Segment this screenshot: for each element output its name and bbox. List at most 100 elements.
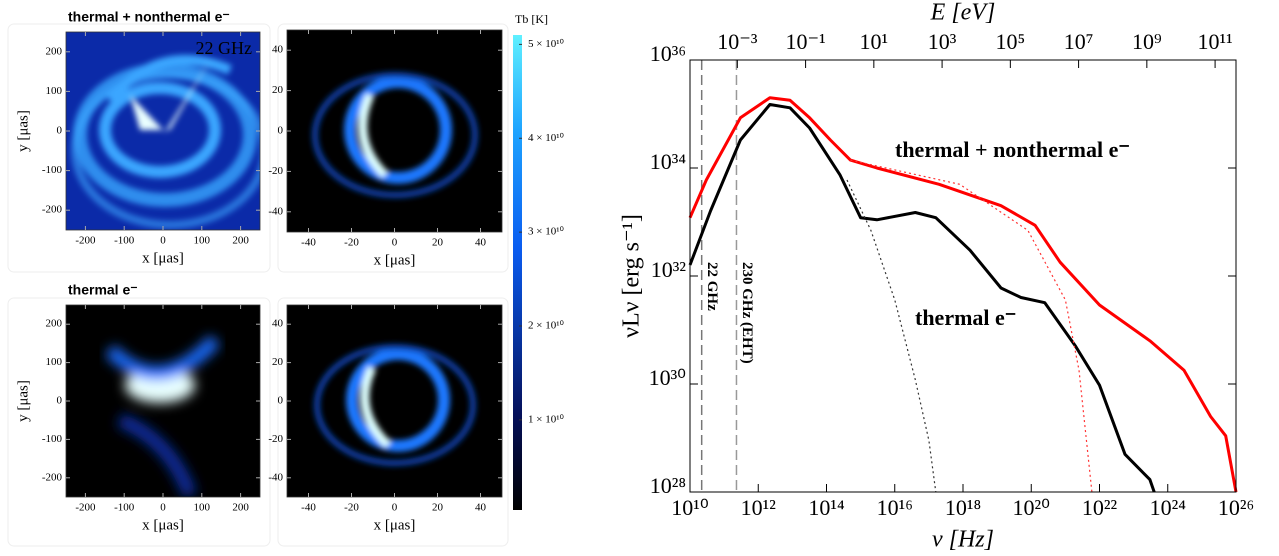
x-axis-label: x [μas] <box>374 252 416 268</box>
y-tick-label: 10²⁸ <box>650 473 686 498</box>
sed-line <box>688 96 1238 493</box>
x-tick-label: -200 <box>75 502 96 514</box>
frequency-marker-label: 230 GHz (EHT) <box>739 262 755 364</box>
x2-tick-label: 10⁵ <box>996 29 1026 54</box>
y-tick-label: 0 <box>57 125 63 137</box>
x2-tick-label: 10⁹ <box>1132 29 1162 54</box>
image-22ghz-nonthermal <box>66 32 260 230</box>
y-tick-label: 20 <box>272 356 284 368</box>
y-tick-label: 0 <box>278 395 284 407</box>
colorbar-tick-label: 5 × 10¹⁰ <box>528 38 565 50</box>
colorbar-tick-label: 1 × 10¹⁰ <box>528 413 565 425</box>
y-tick-label: 10³⁴ <box>650 149 687 174</box>
x-tick-label: -20 <box>344 237 359 249</box>
y-tick-label: 20 <box>272 84 284 96</box>
y-tick-label: -200 <box>42 204 63 216</box>
x-tick-label: 10¹² <box>741 495 777 520</box>
x2-tick-label: 10⁻³ <box>717 29 758 54</box>
image-230ghz-nonthermal <box>287 30 502 232</box>
y-axis-label: y [μas] <box>15 380 31 422</box>
x-tick-label: 0 <box>160 235 166 247</box>
y-tick-label: 200 <box>46 318 63 330</box>
y-tick-label: 0 <box>278 125 284 137</box>
x-tick-label: 0 <box>392 502 398 514</box>
x-tick-label: 10²⁶ <box>1218 495 1254 520</box>
panel-frame <box>277 23 509 273</box>
x-axis-label: x [μas] <box>142 517 184 533</box>
x-tick-label: -40 <box>301 502 316 514</box>
y-tick-label: -20 <box>268 433 283 445</box>
x-tick-label: 10¹⁰ <box>671 495 709 520</box>
y-tick-label: 10³⁰ <box>649 365 687 390</box>
x-tick-label: 100 <box>194 502 211 514</box>
image-22ghz-thermal <box>66 305 260 497</box>
x-tick-label: 10¹⁸ <box>945 495 981 520</box>
x-tick-label: 0 <box>160 502 166 514</box>
x-tick-label: 10¹⁴ <box>808 495 845 520</box>
sed-line <box>850 159 1093 493</box>
x2-tick-label: 10³ <box>928 29 957 54</box>
y-tick-label: -40 <box>268 471 283 483</box>
x-tick-label: 20 <box>432 237 444 249</box>
colorbar <box>513 35 522 510</box>
colorbar-tick-label: 3 × 10¹⁰ <box>528 226 565 238</box>
x-tick-label: 10¹⁶ <box>877 495 913 520</box>
y-tick-label: -100 <box>42 433 63 445</box>
x-tick-label: -100 <box>114 502 135 514</box>
x-tick-label: 40 <box>475 502 487 514</box>
panel-title: thermal e⁻ <box>68 282 138 298</box>
y-tick-label: 100 <box>46 85 63 97</box>
x2-tick-label: 10¹¹ <box>1197 29 1232 54</box>
x-tick-label: -40 <box>301 237 316 249</box>
y-tick-label: 10³² <box>651 257 687 282</box>
y-axis-label: νLν [erg s⁻¹] <box>619 214 645 338</box>
colorbar-tick-label: 4 × 10¹⁰ <box>528 132 565 144</box>
x-axis-label: ν [Hz] <box>932 527 994 553</box>
panel-title: thermal + nonthermal e⁻ <box>68 9 230 25</box>
frequency-label: 230 GHz <box>429 36 495 56</box>
panel-frame <box>277 297 509 547</box>
y-tick-label: 40 <box>272 318 284 330</box>
x2-tick-label: 10⁷ <box>1064 29 1094 54</box>
panel-frame <box>7 297 271 547</box>
x-tick-label: 10²² <box>1082 495 1118 520</box>
y-tick-label: -100 <box>42 164 63 176</box>
x-axis-label: x [μas] <box>142 250 184 266</box>
x-tick-label: 100 <box>194 235 211 247</box>
x-tick-label: -100 <box>114 235 135 247</box>
image-230ghz-thermal <box>287 305 502 497</box>
y-tick-label: 10³⁶ <box>650 41 686 66</box>
y-tick-label: 100 <box>46 356 63 368</box>
x2-tick-label: 10¹ <box>860 29 889 54</box>
series-label: thermal e⁻ <box>915 305 1016 330</box>
x-tick-label: 10²⁰ <box>1013 495 1051 520</box>
frequency-label: 22 GHz <box>196 38 253 58</box>
y-tick-label: -200 <box>42 471 63 483</box>
y-tick-label: -40 <box>268 205 283 217</box>
x-tick-label: -20 <box>344 502 359 514</box>
x2-axis-label: E [eV] <box>930 0 996 26</box>
x-tick-label: 0 <box>392 237 398 249</box>
x-tick-label: 200 <box>232 502 249 514</box>
y-tick-label: 200 <box>46 45 63 57</box>
y-tick-label: 0 <box>57 395 63 407</box>
y-tick-label: 40 <box>272 44 284 56</box>
colorbar-label: Tb [K] <box>515 12 548 26</box>
x-tick-label: 200 <box>232 235 249 247</box>
plot-frame <box>689 59 1237 493</box>
y-axis-label: y [μas] <box>15 110 31 152</box>
panel-frame <box>7 23 271 273</box>
y-tick-label: -20 <box>268 165 283 177</box>
x2-tick-label: 10⁻¹ <box>785 29 825 54</box>
x-tick-label: -200 <box>75 235 96 247</box>
frequency-marker-label: 22 GHz <box>704 262 720 311</box>
x-axis-label: x [μas] <box>374 517 416 533</box>
x-tick-label: 20 <box>432 502 444 514</box>
series-label: thermal + nonthermal e⁻ <box>895 137 1130 162</box>
x-tick-label: 10²⁴ <box>1150 495 1187 520</box>
colorbar-tick-label: 2 × 10¹⁰ <box>528 320 565 332</box>
sed-line <box>846 179 937 493</box>
x-tick-label: 40 <box>475 237 487 249</box>
